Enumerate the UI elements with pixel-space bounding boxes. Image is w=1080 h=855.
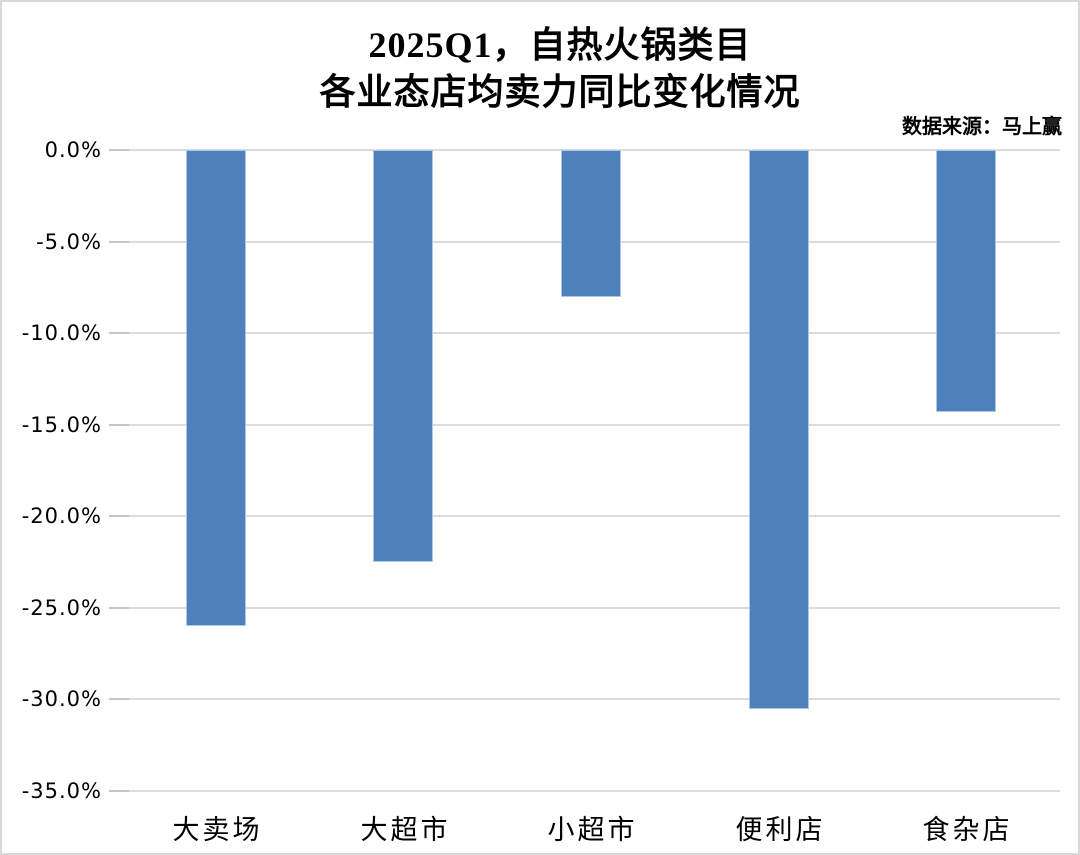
gridline [122,515,1060,518]
y-axis-tick [109,790,129,792]
chart-title: 2025Q1，自热火锅类目 各业态店均卖力同比变化情况 [52,22,1068,116]
gridline [122,698,1060,701]
chart-title-line1: 2025Q1，自热火锅类目 [368,25,752,65]
y-axis-label: -5.0% [36,229,102,254]
gridline [122,606,1060,609]
plot-area [122,149,1060,792]
bar-4 [749,150,809,709]
x-axis-label: 大超市 [360,815,451,845]
bar-1 [186,150,246,626]
y-axis-tick [109,515,129,518]
x-axis-label: 大卖场 [172,815,263,845]
x-axis-label: 食杂店 [922,815,1013,845]
bar-5 [936,150,996,412]
x-axis-label: 便利店 [735,815,826,845]
y-axis-tick [109,698,129,701]
x-axis-label: 小超市 [547,815,638,845]
y-axis-label: -25.0% [21,595,102,620]
y-axis-label: -15.0% [21,412,102,437]
gridline [122,332,1060,335]
bar-2 [373,150,433,562]
y-axis-tick [109,240,129,243]
y-axis-tick [109,332,129,335]
y-axis-tick [109,606,129,609]
y-axis-label: -35.0% [21,779,102,803]
data-source-label: 数据来源：马上赢 [902,116,1062,138]
gridline [122,423,1060,426]
y-axis-tick [109,149,129,151]
y-axis-label: -30.0% [21,687,102,712]
gridline [122,790,1060,792]
chart-title-line2: 各业态店均卖力同比变化情况 [319,72,801,112]
y-axis-label: -20.0% [21,504,102,529]
y-axis-label: 0.0% [44,138,102,162]
y-axis-label: -10.0% [21,321,102,346]
y-axis-tick [109,423,129,426]
bar-3 [561,150,621,297]
